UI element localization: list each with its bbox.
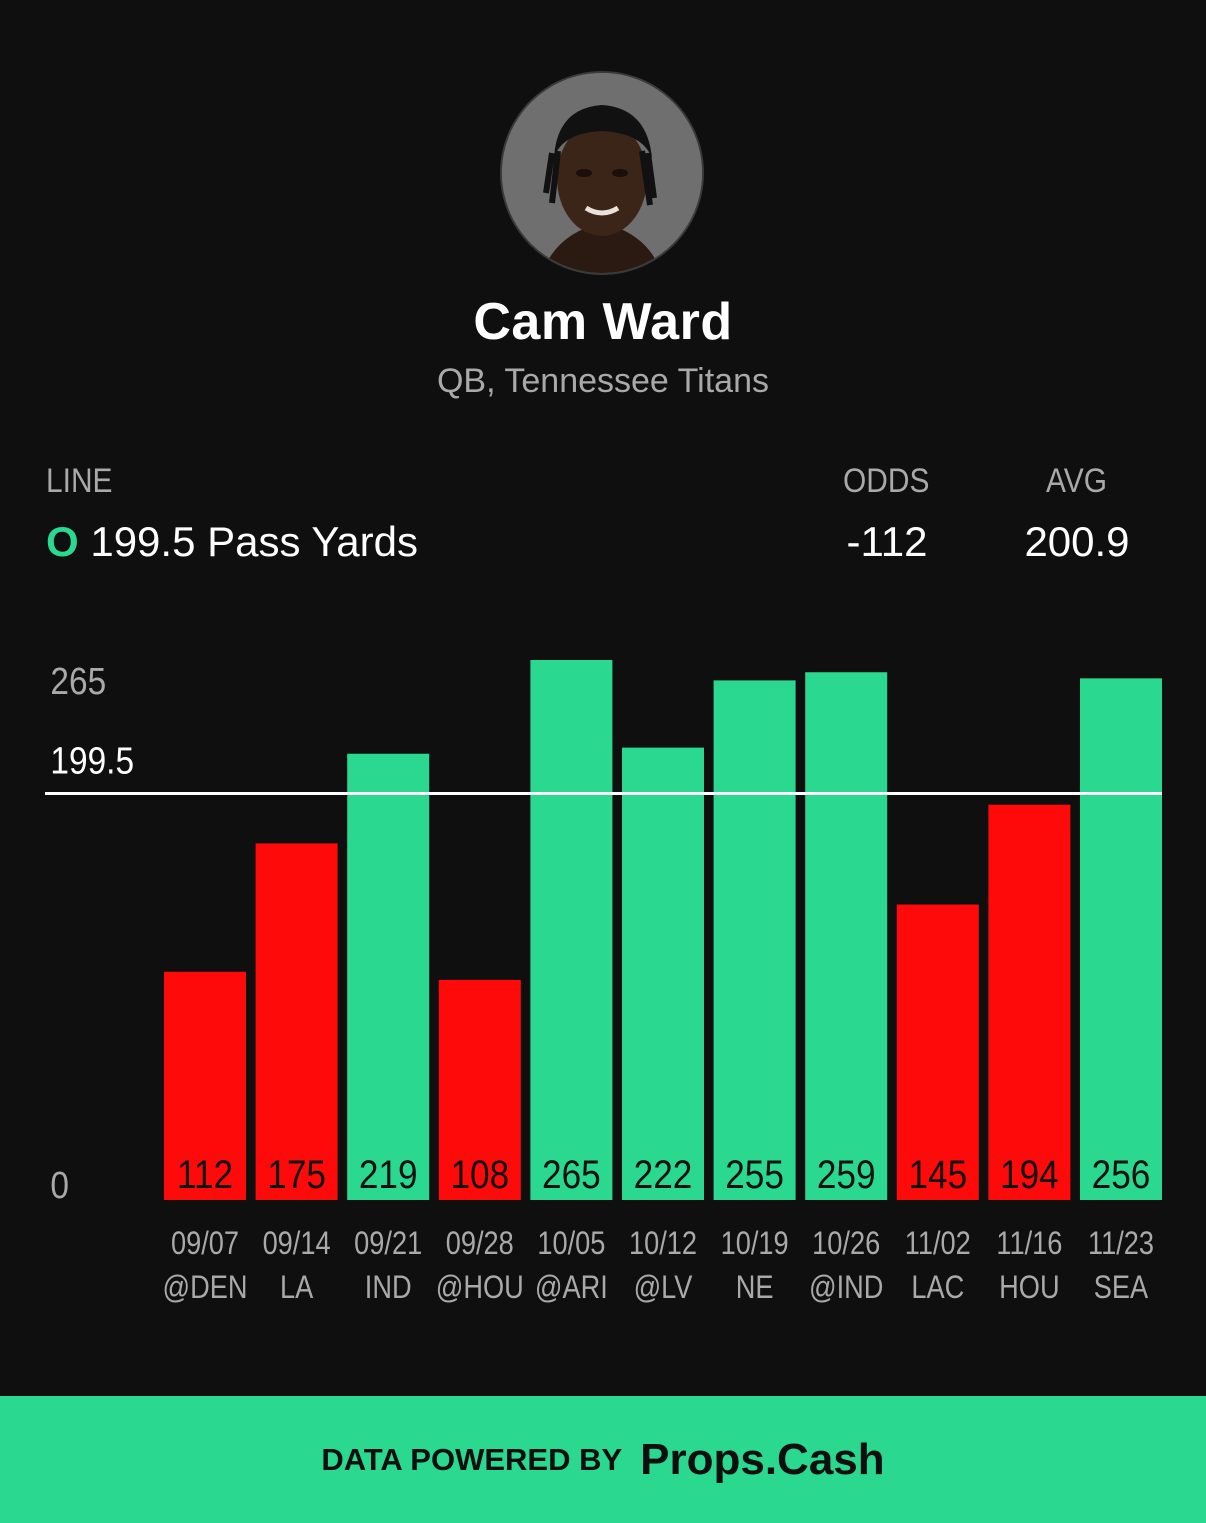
footer-brand[interactable]: Props.Cash xyxy=(640,1434,885,1484)
footer-banner: DATA POWERED BY Props.Cash xyxy=(0,1396,1206,1523)
bar-value-label: 112 xyxy=(177,1152,233,1197)
x-tick-date: 11/23 xyxy=(1088,1226,1154,1262)
x-tick-date: 09/07 xyxy=(171,1226,239,1262)
bar-value-label: 255 xyxy=(725,1152,784,1197)
x-tick-opponent: LAC xyxy=(911,1270,964,1306)
player-position-team: QB, Tennessee Titans xyxy=(436,362,769,400)
x-tick-date: 10/19 xyxy=(721,1226,789,1262)
bar-value-label: 259 xyxy=(817,1152,876,1197)
x-tick-opponent: @LV xyxy=(634,1270,693,1306)
avg-label: AVG xyxy=(1046,462,1107,500)
bar-value-label: 108 xyxy=(450,1152,509,1197)
x-tick-opponent: @ARI xyxy=(535,1270,608,1306)
bar-value-label: 175 xyxy=(267,1152,326,1197)
x-tick-date: 09/21 xyxy=(354,1226,422,1262)
line-text: 199.5 Pass Yards xyxy=(90,518,418,565)
x-tick-date: 11/02 xyxy=(905,1226,971,1262)
bar xyxy=(438,979,521,1200)
bar-value-label: 145 xyxy=(908,1152,967,1197)
x-tick-opponent: NE xyxy=(736,1270,774,1306)
x-tick-date: 09/14 xyxy=(263,1226,331,1262)
x-tick-opponent: @HOU xyxy=(436,1270,524,1306)
bar xyxy=(347,753,430,1200)
y-tick-label: 199.5 xyxy=(50,739,134,781)
odds-label: ODDS xyxy=(843,462,930,500)
bar xyxy=(896,904,979,1200)
x-tick-opponent: HOU xyxy=(999,1270,1059,1306)
avg-value: 200.9 xyxy=(1024,518,1130,565)
bar-value-label: 194 xyxy=(1000,1152,1059,1197)
x-tick-opponent: LA xyxy=(280,1270,313,1306)
line-side-indicator: O xyxy=(46,518,79,565)
x-tick-opponent: SEA xyxy=(1094,1270,1149,1306)
bar xyxy=(255,843,338,1200)
line-label: LINE xyxy=(46,462,113,500)
x-tick-opponent: IND xyxy=(365,1270,412,1306)
bar xyxy=(530,660,613,1200)
x-tick-date: 11/16 xyxy=(996,1226,1062,1262)
bar xyxy=(1080,678,1162,1200)
x-tick-date: 09/28 xyxy=(446,1226,514,1262)
player-avatar xyxy=(502,73,702,273)
pass-yards-bar-chart: 0 199.5 265 112 09/07 @DEN 175 09/14 LA 219 09/21 I… xyxy=(45,660,1162,1306)
line-value: O 199.5 Pass Yards xyxy=(46,518,418,566)
odds-value: -112 xyxy=(846,518,928,565)
y-tick-label: 0 xyxy=(50,1164,69,1206)
bar xyxy=(805,672,888,1200)
bar-value-label: 265 xyxy=(542,1152,601,1197)
x-tick-date: 10/26 xyxy=(812,1226,880,1262)
x-tick-date: 10/05 xyxy=(537,1226,605,1262)
footer-powered-by: DATA POWERED BY xyxy=(321,1441,623,1477)
bar xyxy=(713,680,796,1200)
y-tick-label: 265 xyxy=(50,660,106,702)
bar-value-label: 222 xyxy=(634,1152,693,1197)
player-name: Cam Ward xyxy=(473,293,733,351)
x-tick-opponent: @IND xyxy=(809,1270,883,1306)
bar xyxy=(622,747,704,1200)
bar xyxy=(164,971,246,1200)
x-tick-opponent: @DEN xyxy=(162,1270,247,1306)
bar-value-label: 256 xyxy=(1092,1152,1151,1197)
x-tick-date: 10/12 xyxy=(629,1226,697,1262)
bar xyxy=(988,804,1071,1200)
player-photo xyxy=(502,73,702,273)
bar-value-label: 219 xyxy=(359,1152,418,1197)
